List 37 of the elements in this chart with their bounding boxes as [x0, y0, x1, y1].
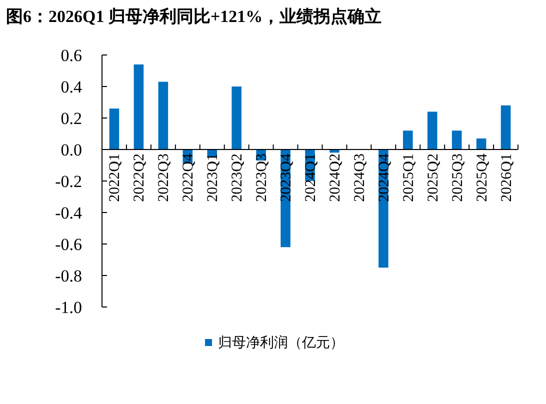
x-tick-label: 2024Q4: [376, 153, 392, 202]
y-tick-label: 0.0: [60, 140, 82, 160]
bar: [134, 64, 144, 150]
x-tick-label: 2022Q3: [156, 154, 172, 202]
chart-title: 图6：2026Q1 归母净利同比+121%，业绩拐点确立: [6, 7, 382, 26]
x-tick-label: 2023Q3: [254, 154, 270, 202]
y-tick-label: 0.4: [60, 78, 82, 96]
bar: [500, 105, 511, 150]
x-tick-label: 2022Q2: [132, 154, 148, 202]
x-tick-label: 2026Q1: [498, 154, 515, 202]
bar: [232, 86, 242, 150]
x-tick-label: 2025Q4: [474, 153, 490, 202]
x-tick-label: 2025Q1: [400, 154, 417, 202]
y-tick-label: 0.2: [60, 109, 82, 128]
bar: [158, 82, 168, 150]
x-tick-label: 2023Q4: [278, 153, 295, 202]
x-tick-label: 2023Q1: [205, 154, 222, 202]
bar: [427, 112, 438, 150]
y-tick-label: -0.2: [55, 172, 82, 191]
y-tick-label: -1.0: [55, 298, 82, 317]
bar: [476, 138, 486, 150]
bar: [402, 130, 413, 150]
x-tick-label: 2024Q2: [327, 154, 344, 202]
x-tick-label: 2024Q3: [352, 154, 368, 202]
bar: [109, 108, 120, 150]
y-tick-label: 0.6: [60, 46, 82, 65]
y-tick-label: -0.6: [55, 235, 82, 254]
y-tick-label: -0.4: [55, 204, 82, 222]
legend-label: 归母净利润（亿元）: [218, 335, 344, 351]
x-tick-label: 2022Q1: [107, 154, 124, 202]
y-tick-label: -0.8: [55, 266, 82, 286]
x-tick-label: 2023Q2: [230, 154, 246, 202]
bar: [452, 130, 462, 150]
x-tick-label: 2025Q3: [450, 154, 466, 202]
x-tick-label: 2024Q1: [303, 154, 319, 202]
x-tick-label: 2025Q2: [425, 154, 442, 202]
x-tick-label: 2022Q4: [180, 153, 197, 202]
